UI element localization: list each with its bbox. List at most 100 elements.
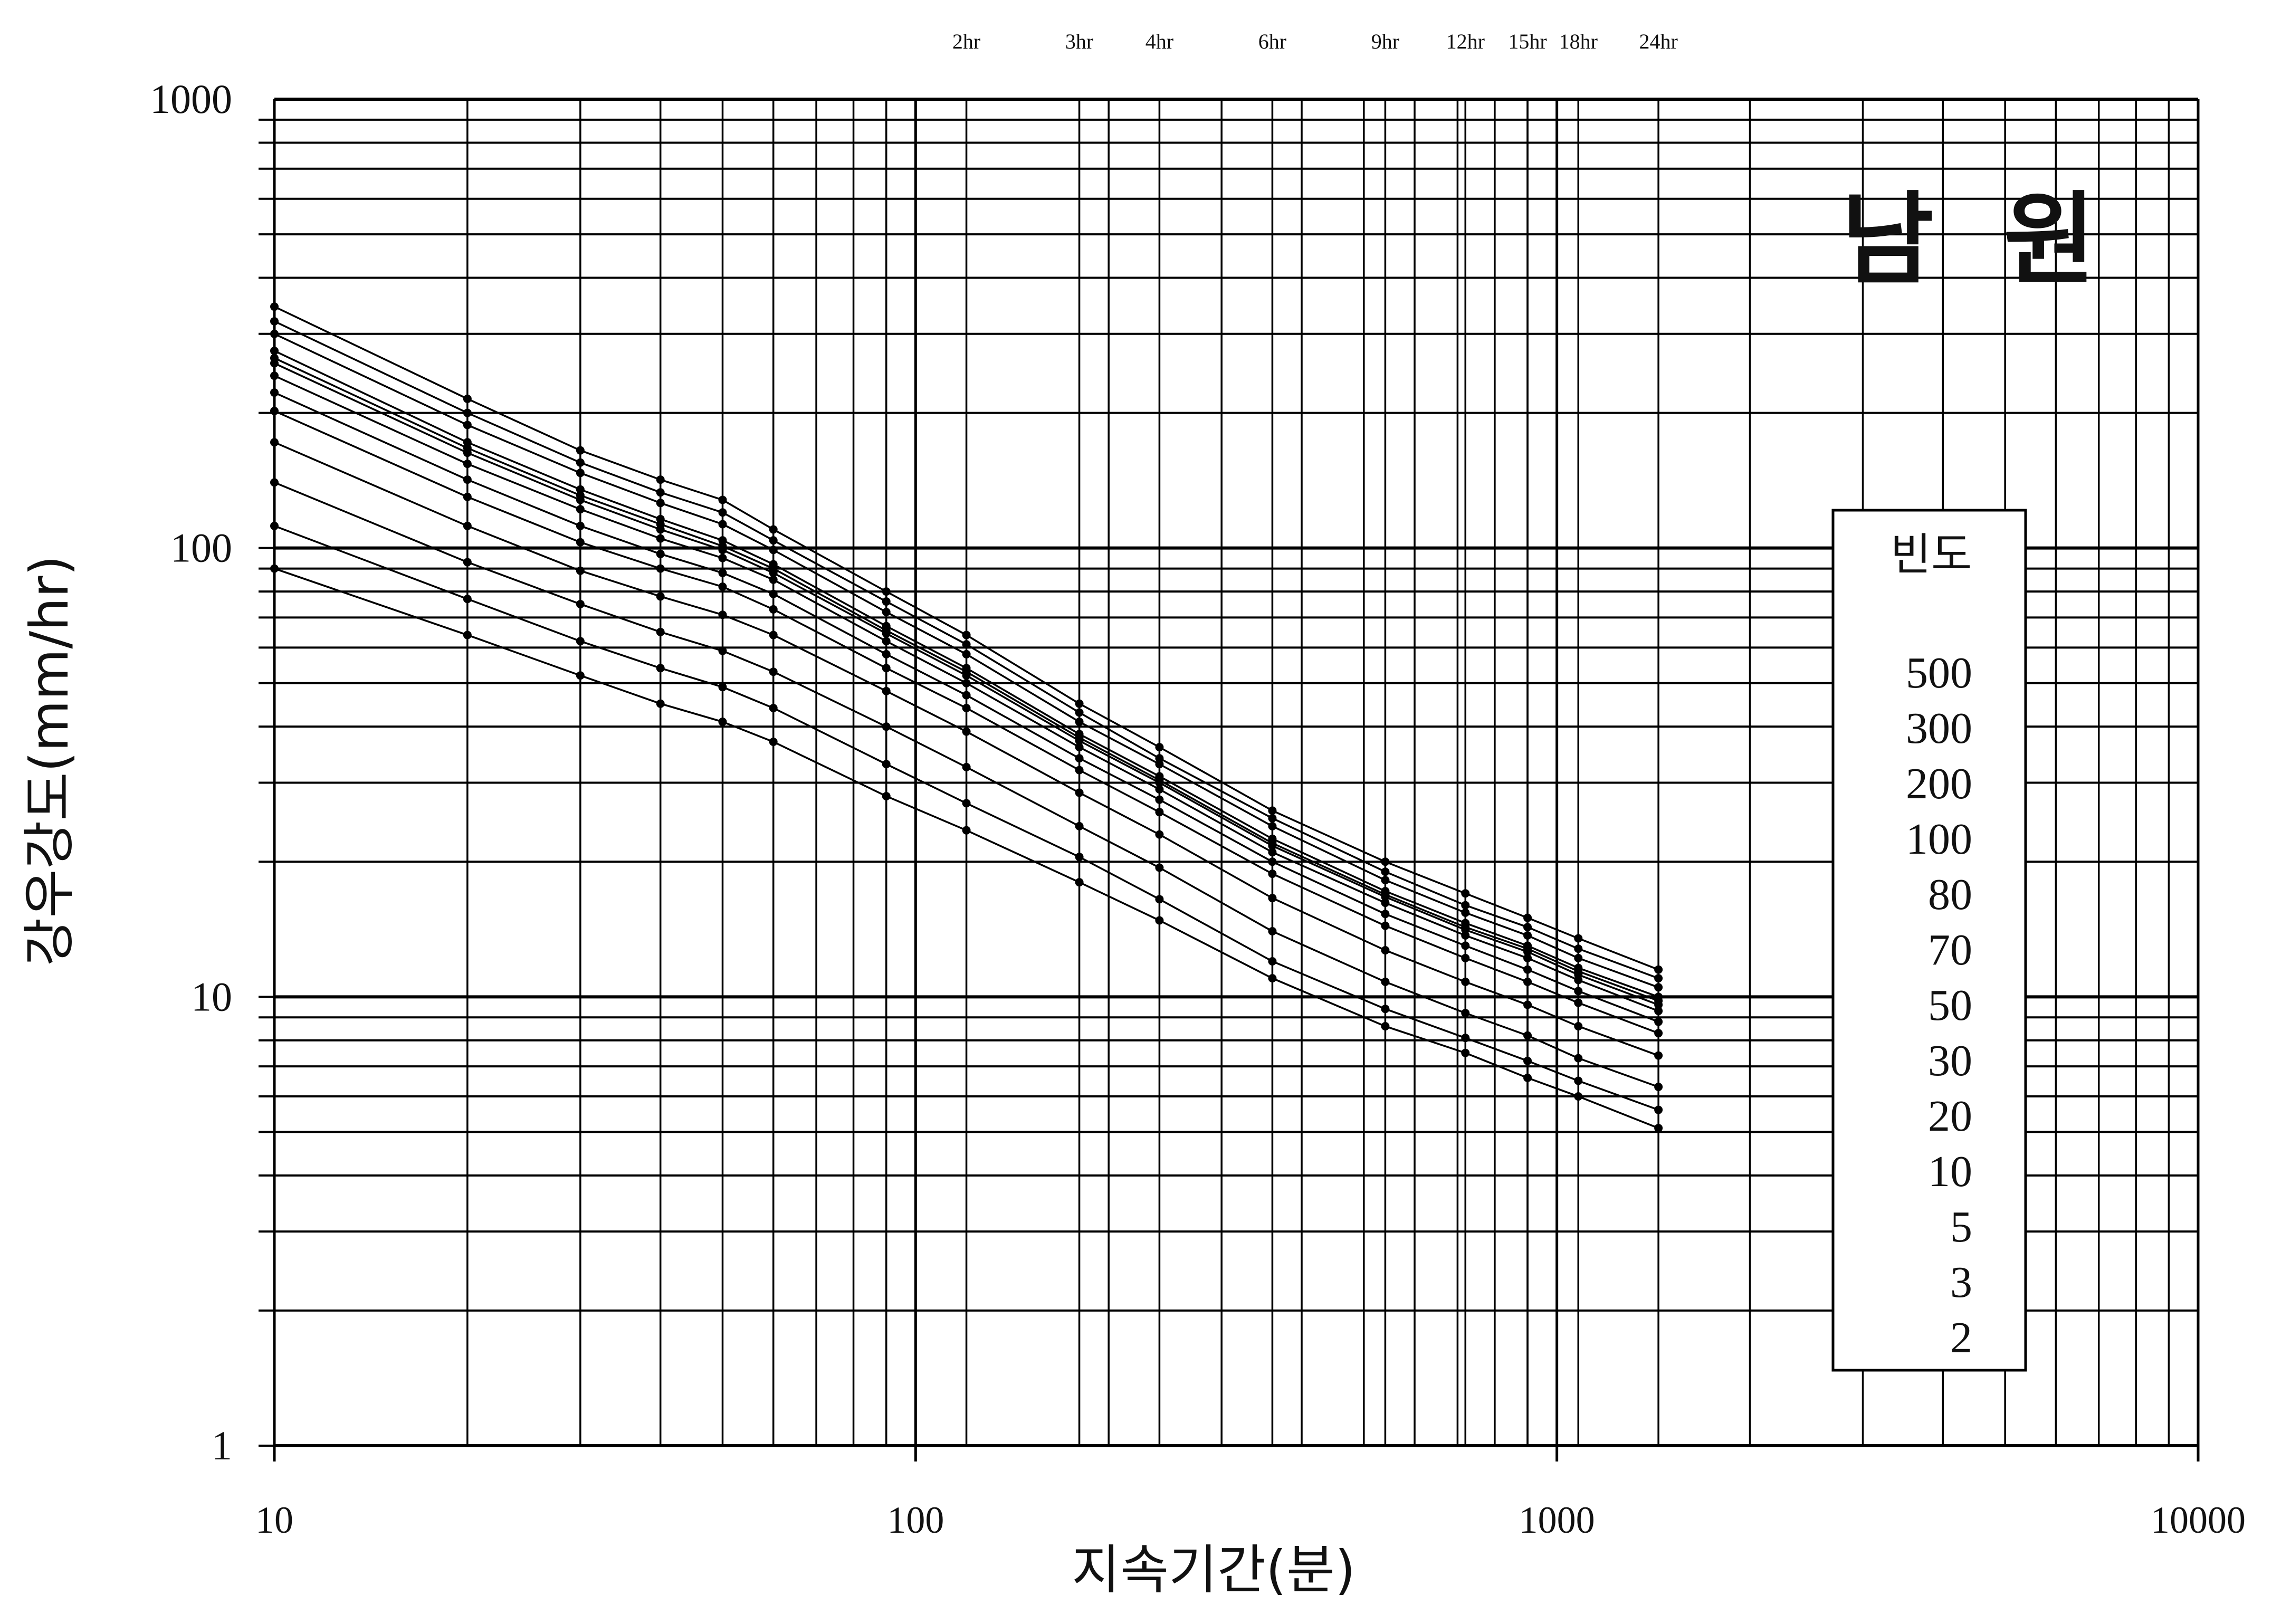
series-line-70 [274, 362, 1659, 1006]
duration-label: 6hr [1258, 30, 1286, 53]
data-point-70 [718, 546, 727, 555]
data-point-70 [769, 568, 778, 577]
data-point-5 [656, 627, 665, 636]
legend-entry-5: 5 [1950, 1202, 1972, 1252]
y-tick-label: 1 [212, 1422, 232, 1468]
duration-label: 2hr [952, 30, 980, 53]
data-point-500 [1075, 699, 1084, 708]
data-point-3 [1574, 1076, 1583, 1085]
data-point-70 [1155, 778, 1164, 787]
x-tick-label: 10000 [2151, 1499, 2246, 1541]
data-point-10 [463, 521, 472, 530]
data-point-300 [1268, 814, 1277, 823]
data-point-300 [718, 508, 727, 517]
data-point-70 [1075, 736, 1084, 745]
data-point-5 [270, 478, 279, 487]
x-tick-label: 1000 [1519, 1499, 1595, 1541]
data-point-30 [962, 691, 971, 700]
data-point-3 [1381, 1005, 1390, 1014]
data-point-2 [769, 737, 778, 746]
axis-labels: 10 100 1000 10000 1 10 100 1000 2hr 3hr 4hr 6hr 9hr 1… [150, 30, 2246, 1541]
duration-label: 24hr [1639, 30, 1677, 53]
data-point-20 [1461, 953, 1470, 962]
duration-label: 18hr [1559, 30, 1598, 53]
legend-entry-50: 50 [1928, 981, 1972, 1030]
data-point-500 [656, 475, 665, 484]
data-point-50 [1523, 953, 1532, 962]
data-point-20 [1523, 977, 1532, 986]
data-point-10 [769, 631, 778, 639]
data-point-50 [718, 553, 727, 562]
data-point-30 [656, 549, 665, 558]
data-point-3 [1523, 1056, 1532, 1065]
data-point-20 [962, 703, 971, 712]
data-point-200 [1155, 760, 1164, 769]
data-point-2 [270, 564, 279, 573]
chart-title: 남 원 [1841, 181, 2096, 298]
series-line-2 [274, 567, 1659, 1129]
data-point-200 [769, 546, 778, 555]
legend-entry-500: 500 [1906, 648, 1972, 698]
data-point-2 [718, 718, 727, 727]
data-point-50 [962, 679, 971, 687]
data-point-300 [463, 408, 472, 417]
series-line-200 [274, 333, 1659, 988]
data-point-200 [1461, 908, 1470, 917]
data-point-2 [1461, 1048, 1470, 1057]
data-point-70 [882, 629, 891, 638]
legend-entry-70: 70 [1928, 925, 1972, 975]
data-point-200 [270, 329, 279, 338]
data-point-5 [1075, 821, 1084, 830]
data-point-200 [1574, 953, 1583, 962]
data-point-300 [962, 640, 971, 649]
series-lines [270, 302, 1663, 1133]
duration-label: 4hr [1145, 30, 1173, 53]
data-point-10 [1075, 788, 1084, 797]
series-line-100 [274, 350, 1659, 998]
data-point-70 [270, 359, 279, 368]
data-point-30 [270, 388, 279, 397]
data-point-3 [1075, 853, 1084, 862]
data-point-300 [1155, 754, 1164, 763]
legend: 빈도 500 300 200 100 80 70 50 30 20 10 5 3 2 [1831, 509, 2027, 1372]
data-point-500 [270, 302, 279, 311]
data-point-500 [718, 495, 727, 504]
data-point-30 [1155, 795, 1164, 804]
data-point-10 [270, 438, 279, 447]
data-point-500 [882, 587, 891, 596]
data-point-20 [1155, 808, 1164, 817]
data-point-20 [1075, 766, 1084, 775]
data-point-200 [1268, 821, 1277, 830]
data-point-500 [1155, 743, 1164, 752]
data-point-300 [1381, 867, 1390, 876]
data-point-3 [882, 760, 891, 769]
data-point-100 [270, 346, 279, 355]
data-point-20 [270, 406, 279, 415]
data-point-20 [882, 664, 891, 673]
legend-entry-300: 300 [1906, 704, 1972, 753]
data-point-50 [270, 371, 279, 380]
data-point-3 [1461, 1034, 1470, 1043]
data-point-50 [1574, 976, 1583, 985]
data-point-70 [1523, 947, 1532, 956]
data-point-30 [718, 568, 727, 577]
data-point-3 [656, 664, 665, 673]
data-point-20 [1381, 921, 1390, 930]
data-point-20 [1574, 998, 1583, 1007]
data-point-5 [1268, 927, 1277, 936]
series-line-20 [274, 410, 1659, 1034]
data-point-30 [1523, 965, 1532, 974]
duration-label: 3hr [1065, 30, 1093, 53]
data-point-50 [576, 505, 585, 514]
data-point-300 [1461, 901, 1470, 910]
data-point-20 [576, 538, 585, 547]
data-point-2 [463, 631, 472, 639]
data-point-30 [1075, 754, 1084, 763]
data-point-30 [882, 649, 891, 658]
y-axis-title: 강우강도(mm/hr) [18, 555, 80, 966]
data-point-20 [656, 564, 665, 573]
data-point-2 [1574, 1092, 1583, 1101]
data-point-70 [1654, 1000, 1663, 1009]
legend-entries: 500 300 200 100 80 70 50 30 20 10 5 3 2 [1906, 648, 1972, 1362]
duration-label: 12hr [1446, 30, 1485, 53]
